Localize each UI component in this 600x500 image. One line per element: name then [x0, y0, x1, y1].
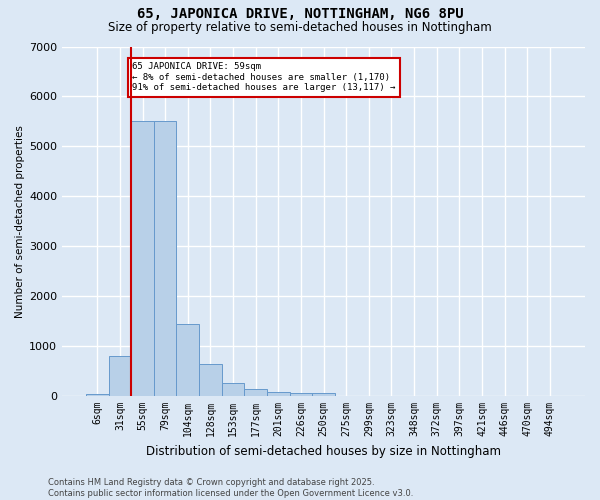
Y-axis label: Number of semi-detached properties: Number of semi-detached properties — [15, 125, 25, 318]
Bar — [312, 392, 335, 396]
Text: 65 JAPONICA DRIVE: 59sqm
← 8% of semi-detached houses are smaller (1,170)
91% of: 65 JAPONICA DRIVE: 59sqm ← 8% of semi-de… — [133, 62, 395, 92]
Bar — [86, 394, 109, 396]
Bar — [176, 324, 199, 396]
X-axis label: Distribution of semi-detached houses by size in Nottingham: Distribution of semi-detached houses by … — [146, 444, 501, 458]
Bar — [222, 382, 244, 396]
Text: Size of property relative to semi-detached houses in Nottingham: Size of property relative to semi-detach… — [108, 21, 492, 34]
Bar — [244, 389, 267, 396]
Bar — [109, 356, 131, 396]
Text: 65, JAPONICA DRIVE, NOTTINGHAM, NG6 8PU: 65, JAPONICA DRIVE, NOTTINGHAM, NG6 8PU — [137, 8, 463, 22]
Bar — [154, 122, 176, 396]
Bar — [290, 393, 312, 396]
Bar — [131, 122, 154, 396]
Text: Contains HM Land Registry data © Crown copyright and database right 2025.
Contai: Contains HM Land Registry data © Crown c… — [48, 478, 413, 498]
Bar — [199, 364, 222, 396]
Bar — [267, 392, 290, 396]
